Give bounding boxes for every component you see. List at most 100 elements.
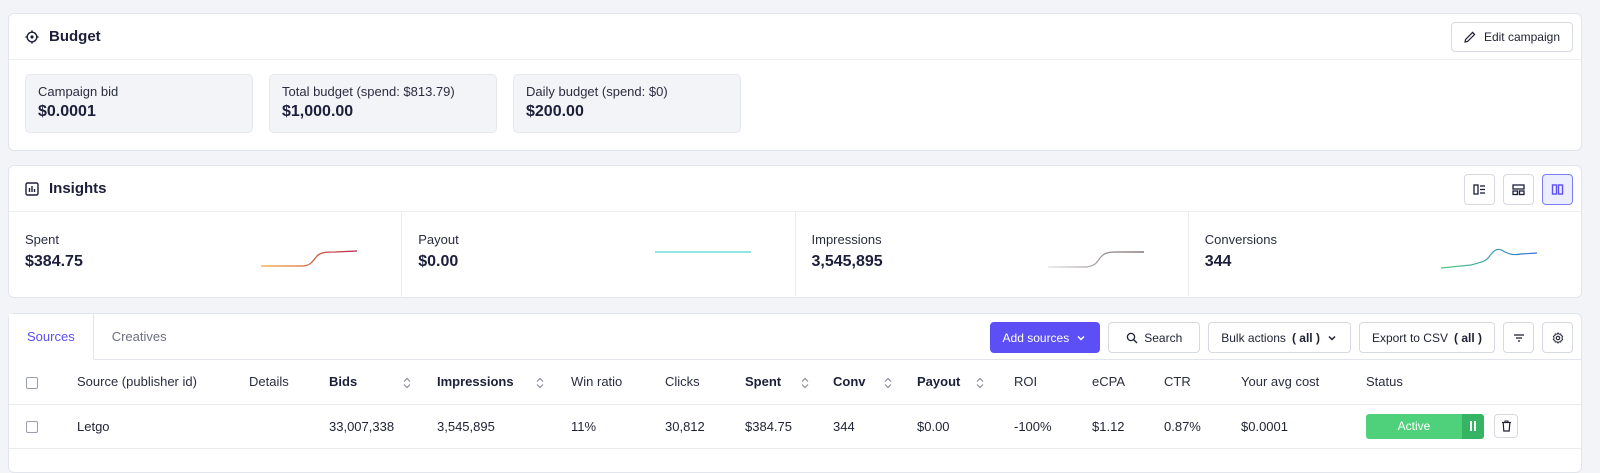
cell-conv: 344 [833, 404, 917, 449]
col-bids[interactable]: Bids [329, 360, 437, 405]
metric-label: Daily budget (spend: $0) [526, 84, 668, 99]
tab-creatives[interactable]: Creatives [111, 329, 167, 344]
view-grid-button[interactable] [1503, 174, 1534, 205]
filter-button[interactable] [1503, 322, 1534, 353]
cell-win-ratio: 11% [571, 404, 665, 449]
trash-icon [1501, 420, 1511, 432]
stat-conversions: Conversions 344 [1189, 212, 1581, 298]
metric-value: $0.0001 [38, 103, 96, 120]
stat-payout: Payout $0.00 [402, 212, 796, 298]
col-bids-label: Bids [329, 374, 358, 390]
stat-value: $384.75 [25, 253, 83, 270]
row-select-cell [9, 404, 77, 449]
status-badge[interactable]: Active [1366, 413, 1462, 439]
select-all-checkbox[interactable] [26, 376, 38, 389]
sources-table: Source (publisher id) Details Bids Impre… [9, 360, 1581, 449]
export-csv-button[interactable]: Export to CSV ( all ) [1358, 322, 1495, 353]
pause-button[interactable] [1462, 413, 1484, 439]
bulk-actions-button[interactable]: Bulk actions ( all ) [1208, 322, 1351, 353]
table-row: Letgo 33,007,338 3,545,895 11% 30,812 $3… [9, 404, 1581, 449]
sparkline-spent [261, 250, 358, 267]
view-compact-button[interactable] [1464, 174, 1495, 205]
cell-impressions: 3,545,895 [437, 404, 571, 449]
sort-icon[interactable] [403, 377, 411, 389]
insights-title-text: Insights [49, 180, 107, 197]
pause-icon [1470, 421, 1476, 431]
sort-icon[interactable] [884, 377, 892, 389]
col-ctr: CTR [1164, 360, 1241, 405]
metric-label: Campaign bid [38, 84, 119, 99]
row-checkbox[interactable] [26, 421, 38, 434]
sparkline-conversions [1441, 248, 1538, 269]
cell-avg-cost: $0.0001 [1241, 404, 1366, 449]
delete-button[interactable] [1494, 414, 1518, 438]
stat-impressions: Impressions 3,545,895 [796, 212, 1189, 298]
export-csv-label: Export to CSV [1371, 330, 1448, 345]
stat-value: 344 [1204, 253, 1232, 270]
col-clicks: Clicks [665, 360, 745, 405]
select-all-cell [9, 360, 77, 405]
col-payout[interactable]: Payout [917, 360, 1014, 405]
pencil-icon [1464, 31, 1476, 43]
layout-grid-icon [1512, 184, 1525, 196]
settings-button[interactable] [1542, 322, 1573, 353]
insights-card: Insights Spent $384.75 Payout $0.00 [8, 165, 1582, 298]
metric-campaign-bid: Campaign bid $0.0001 [25, 74, 253, 133]
tabs-row: Sources Creatives Add sources Search Bul… [9, 314, 1581, 360]
col-conv-label: Conv [833, 374, 866, 390]
sort-icon[interactable] [801, 377, 809, 389]
col-avg-cost: Your avg cost [1241, 360, 1366, 405]
layout-list-icon [1473, 184, 1485, 195]
stat-label: Impressions [811, 232, 882, 247]
budget-title: Budget [25, 28, 101, 45]
col-impressions[interactable]: Impressions [437, 360, 571, 405]
stat-value: $0.00 [418, 253, 459, 270]
sources-card: Sources Creatives Add sources Search Bul… [8, 313, 1582, 473]
metric-value: $1,000.00 [282, 103, 354, 120]
col-status: Status [1366, 360, 1581, 405]
col-ecpa: eCPA [1092, 360, 1164, 405]
sparkline-impressions [1047, 251, 1144, 268]
cell-clicks: 30,812 [665, 404, 745, 449]
metric-label: Total budget (spend: $813.79) [282, 84, 455, 99]
col-conv[interactable]: Conv [833, 360, 917, 405]
col-spent-label: Spent [745, 374, 782, 390]
search-label: Search [1144, 330, 1183, 345]
cell-ecpa: $1.12 [1092, 404, 1164, 449]
view-columns-button[interactable] [1542, 174, 1573, 205]
cell-details [249, 404, 329, 449]
budget-title-text: Budget [49, 28, 101, 45]
col-spent[interactable]: Spent [745, 360, 833, 405]
target-icon [25, 29, 39, 44]
stat-value: 3,545,895 [811, 253, 883, 270]
bulk-actions-label: Bulk actions [1221, 330, 1286, 345]
metric-value: $200.00 [526, 103, 584, 120]
col-payout-label: Payout [917, 374, 961, 390]
insights-stats: Spent $384.75 Payout $0.00 Impressions 3… [9, 212, 1581, 298]
add-sources-button[interactable]: Add sources [989, 322, 1101, 353]
add-sources-label: Add sources [1002, 330, 1070, 345]
edit-campaign-button[interactable]: Edit campaign [1450, 22, 1573, 52]
sources-toolbar: Add sources Search Bulk actions ( all ) … [989, 322, 1573, 353]
col-source[interactable]: Source (publisher id) [77, 360, 249, 405]
insights-header: Insights [9, 166, 1581, 212]
sort-icon[interactable] [976, 377, 984, 389]
stat-spent: Spent $384.75 [9, 212, 403, 298]
col-win-ratio: Win ratio [571, 360, 665, 405]
gear-icon [1552, 331, 1563, 344]
cell-ctr: 0.87% [1164, 404, 1241, 449]
stat-label: Conversions [1204, 232, 1278, 247]
search-icon [1126, 332, 1138, 343]
edit-campaign-label: Edit campaign [1483, 30, 1560, 44]
cell-status: Active [1366, 404, 1581, 449]
budget-header: Budget [9, 14, 1581, 60]
tab-sources[interactable]: Sources [9, 314, 94, 360]
metric-total-budget: Total budget (spend: $813.79) $1,000.00 [269, 74, 497, 133]
cell-bids: 33,007,338 [329, 404, 437, 449]
sort-icon[interactable] [536, 377, 544, 389]
budget-card: Budget Edit campaign Campaign bid $0.000… [8, 13, 1582, 151]
export-csv-scope: ( all ) [1453, 330, 1482, 345]
layout-columns-icon [1551, 184, 1564, 195]
search-button[interactable]: Search [1108, 322, 1201, 353]
table-header-row: Source (publisher id) Details Bids Impre… [9, 360, 1581, 405]
